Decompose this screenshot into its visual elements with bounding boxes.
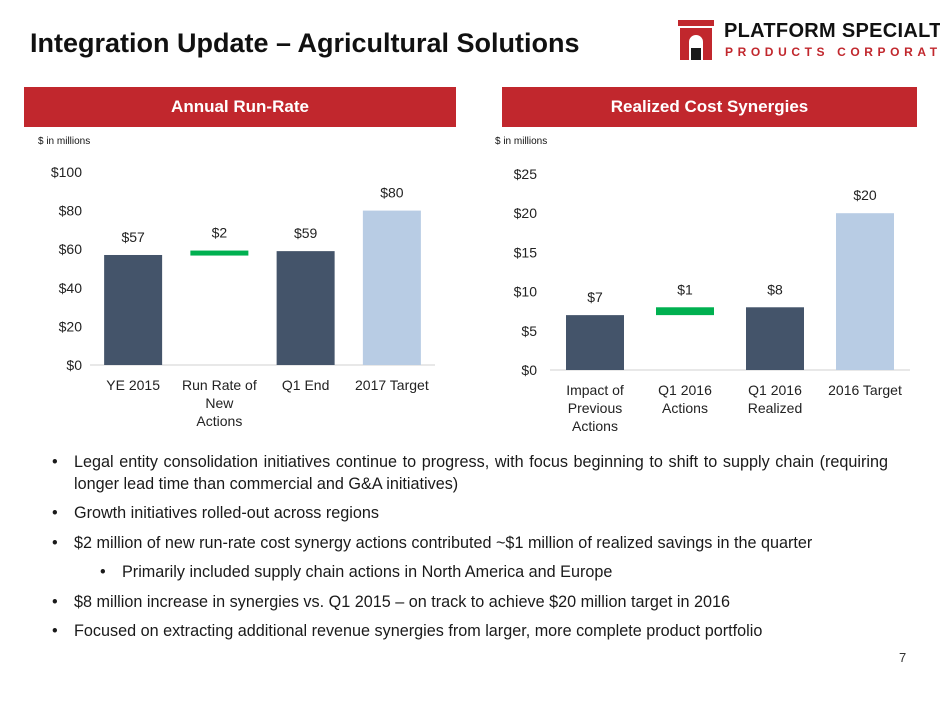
realized-cost-synergies-chart: $0 $5 $10 $15 $20 $25 $7 Impact of Previous Actio… <box>490 150 920 440</box>
x-tick-label: 2017 Target <box>355 377 429 393</box>
bar <box>566 315 624 370</box>
y-tick-label: $5 <box>521 323 537 339</box>
bullet-subitem: Primarily included supply chain actions … <box>100 562 888 584</box>
y-tick-label: $25 <box>514 166 538 182</box>
bullet-item: Legal entity consolidation initiatives c… <box>52 452 888 495</box>
bullet-item: $8 million increase in synergies vs. Q1 … <box>52 592 888 614</box>
logo-mark-icon <box>678 20 714 60</box>
x-tick-label: Previous <box>568 400 622 416</box>
y-tick-label: $10 <box>514 284 538 300</box>
x-tick-label: Actions <box>196 413 242 429</box>
y-tick-label: $0 <box>521 362 537 378</box>
logo-line1: PLATFORM SPECIALTY <box>724 20 940 42</box>
annual-run-rate-svg: $0 $20 $40 $60 $80 $100 $57 YE 2015 $2 Run Rate o… <box>51 164 435 429</box>
bar <box>656 307 714 316</box>
y-tick-label: $40 <box>59 280 83 296</box>
y-tick-label: $15 <box>514 244 538 260</box>
x-tick-label: Run Rate of <box>182 377 257 393</box>
realized-cost-synergies-svg: $0 $5 $10 $15 $20 $25 $7 Impact of Previous Actio… <box>514 166 910 434</box>
left-units-label: $ in millions <box>38 136 91 147</box>
x-tick-label: Realized <box>748 400 802 416</box>
data-label: $8 <box>767 281 783 297</box>
data-label: $80 <box>380 185 404 201</box>
x-tick-label: Q1 End <box>282 377 329 393</box>
bullet-item: $2 million of new run-rate cost synergy … <box>52 533 888 555</box>
bar <box>836 213 894 370</box>
realized-cost-synergies-header: Realized Cost Synergies <box>502 87 917 127</box>
bullet-item: Focused on extracting additional revenue… <box>52 621 888 643</box>
data-label: $1 <box>677 281 693 297</box>
bar <box>104 254 163 365</box>
data-label: $20 <box>853 187 877 203</box>
right-units-label: $ in millions <box>495 136 548 147</box>
x-tick-label: Actions <box>662 400 708 416</box>
x-tick-label: Q1 2016 <box>658 382 712 398</box>
slide-title: Integration Update – Agricultural Soluti… <box>30 28 580 58</box>
data-label: $2 <box>212 225 228 241</box>
bar <box>746 307 804 370</box>
y-tick-label: $20 <box>514 205 538 221</box>
annual-run-rate-header: Annual Run-Rate <box>24 87 456 127</box>
x-tick-label: Q1 2016 <box>748 382 802 398</box>
bar <box>190 250 249 256</box>
x-tick-label: YE 2015 <box>106 377 160 393</box>
bullet-list: Legal entity consolidation initiatives c… <box>52 452 888 651</box>
y-tick-label: $60 <box>59 241 83 257</box>
data-label: $57 <box>121 229 145 245</box>
data-label: $7 <box>587 289 603 305</box>
y-tick-label: $20 <box>59 318 83 334</box>
x-tick-label: New <box>205 395 234 411</box>
y-tick-label: $80 <box>59 203 83 219</box>
logo-line2: PRODUCTS CORPORATION <box>725 45 940 59</box>
bar <box>276 251 335 365</box>
x-tick-label: 2016 Target <box>828 382 902 398</box>
annual-run-rate-chart: $0 $20 $40 $60 $80 $100 $57 YE 2015 $2 Run Rate o… <box>24 150 456 440</box>
bullet-item: Growth initiatives rolled-out across reg… <box>52 503 888 525</box>
company-logo: PLATFORM SPECIALTY PRODUCTS CORPORATION <box>676 14 940 70</box>
bar <box>362 210 421 365</box>
x-tick-label: Actions <box>572 418 618 434</box>
data-label: $59 <box>294 225 318 241</box>
y-tick-label: $0 <box>66 357 82 373</box>
x-tick-label: Impact of <box>566 382 624 398</box>
page-number: 7 <box>899 650 907 665</box>
y-tick-label: $100 <box>51 164 82 180</box>
